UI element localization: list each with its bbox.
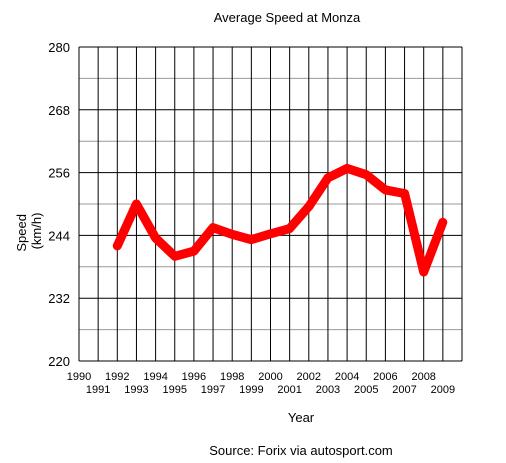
x-axis-label: Year: [288, 410, 315, 425]
x-tick-label: 2009: [431, 384, 455, 396]
x-tick-label: 2008: [411, 371, 435, 383]
x-tick-label: 2005: [354, 384, 378, 396]
y-tick-label: 244: [48, 228, 70, 243]
x-tick-label: 1994: [143, 371, 167, 383]
series-line: [112, 163, 448, 277]
x-tick-label: 1990: [67, 371, 91, 383]
x-tick-label: 2006: [373, 371, 397, 383]
y-tick-label: 220: [48, 354, 70, 369]
x-tick-label: 1996: [182, 371, 206, 383]
x-axis-ticks: 1990199119921993199419951996199719981999…: [67, 371, 455, 396]
series-layer: [112, 163, 448, 277]
chart-title: Average Speed at Monza: [214, 10, 361, 25]
x-tick-label: 1997: [201, 384, 225, 396]
y-axis-label-line-1: Speed: [14, 214, 29, 252]
x-tick-label: 1991: [86, 384, 110, 396]
x-tick-label: 1995: [163, 384, 187, 396]
x-tick-label: 2000: [258, 371, 282, 383]
x-tick-label: 2007: [392, 384, 416, 396]
y-axis-label-line-2: (km/h): [29, 213, 44, 250]
x-tick-label: 1998: [220, 371, 244, 383]
x-tick-label: 1992: [105, 371, 129, 383]
y-axis-label: Speed (km/h): [14, 210, 44, 251]
x-tick-label: 2004: [335, 371, 359, 383]
x-tick-label: 2002: [297, 371, 321, 383]
y-axis-ticks: 220 232 244 256 268 280: [48, 40, 70, 369]
x-tick-label: 1999: [239, 384, 263, 396]
source-note: Source: Forix via autosport.com: [209, 443, 393, 458]
y-tick-label: 232: [48, 291, 70, 306]
x-tick-label: 2001: [277, 384, 301, 396]
x-tick-label: 2003: [316, 384, 340, 396]
x-tick-label: 1993: [124, 384, 148, 396]
y-tick-label: 256: [48, 166, 70, 181]
y-tick-label: 280: [48, 40, 70, 55]
y-tick-label: 268: [48, 103, 70, 118]
